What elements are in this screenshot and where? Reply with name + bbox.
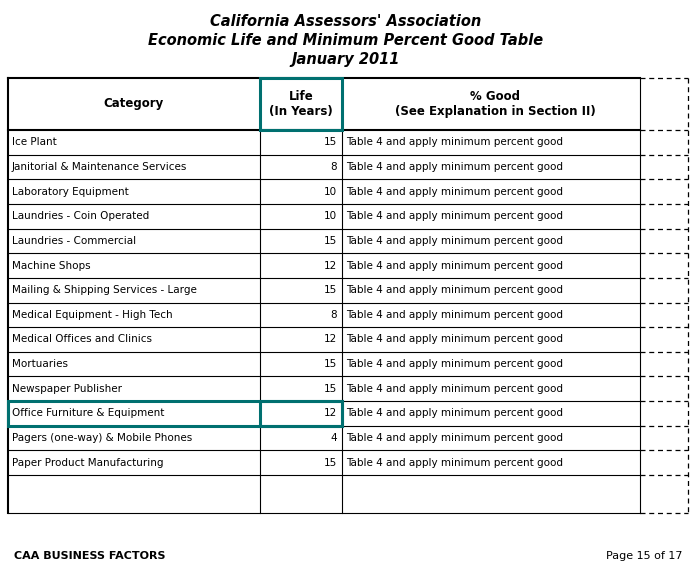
Text: Table 4 and apply minimum percent good: Table 4 and apply minimum percent good [346,384,563,394]
Text: Medical Equipment - High Tech: Medical Equipment - High Tech [12,310,172,320]
Text: 4: 4 [330,433,337,443]
Text: 15: 15 [324,458,337,467]
Text: 12: 12 [324,408,337,419]
Bar [260,78,342,130]
Text: Office Furniture & Equipment: Office Furniture & Equipment [12,408,165,419]
Text: Laundries - Coin Operated: Laundries - Coin Operated [12,211,149,222]
Text: Pagers (one-way) & Mobile Phones: Pagers (one-way) & Mobile Phones [12,433,192,443]
Text: Table 4 and apply minimum percent good: Table 4 and apply minimum percent good [346,137,563,147]
Text: Newspaper Publisher: Newspaper Publisher [12,384,122,394]
Text: 15: 15 [324,384,337,394]
Text: Economic Life and Minimum Percent Good Table: Economic Life and Minimum Percent Good T… [149,33,543,48]
Text: California Assessors' Association: California Assessors' Association [210,14,482,29]
Text: 15: 15 [324,359,337,369]
Bar [8,401,342,425]
Text: CAA BUSINESS FACTORS: CAA BUSINESS FACTORS [14,551,165,561]
Text: Table 4 and apply minimum percent good: Table 4 and apply minimum percent good [346,433,563,443]
Text: 15: 15 [324,285,337,295]
Text: Laundries - Commercial: Laundries - Commercial [12,236,136,246]
Text: Table 4 and apply minimum percent good: Table 4 and apply minimum percent good [346,335,563,344]
Text: 10: 10 [324,187,337,197]
Text: Medical Offices and Clinics: Medical Offices and Clinics [12,335,152,344]
Text: % Good
(See Explanation in Section II): % Good (See Explanation in Section II) [394,90,595,118]
Text: Ice Plant: Ice Plant [12,137,57,147]
Text: Paper Product Manufacturing: Paper Product Manufacturing [12,458,163,467]
Text: 12: 12 [324,335,337,344]
Text: Table 4 and apply minimum percent good: Table 4 and apply minimum percent good [346,211,563,222]
Text: Laboratory Equipment: Laboratory Equipment [12,187,129,197]
Text: 15: 15 [324,236,337,246]
Text: 15: 15 [324,137,337,147]
Text: Mortuaries: Mortuaries [12,359,68,369]
Text: Category: Category [104,98,164,111]
Bar [260,401,342,425]
Text: January 2011: January 2011 [292,52,400,67]
Text: 8: 8 [330,310,337,320]
Text: Table 4 and apply minimum percent good: Table 4 and apply minimum percent good [346,285,563,295]
Text: Life
(In Years): Life (In Years) [269,90,333,118]
Text: 8: 8 [330,162,337,172]
Text: Janitorial & Maintenance Services: Janitorial & Maintenance Services [12,162,188,172]
Text: 10: 10 [324,211,337,222]
Text: Table 4 and apply minimum percent good: Table 4 and apply minimum percent good [346,359,563,369]
Text: Machine Shops: Machine Shops [12,261,91,270]
Text: Table 4 and apply minimum percent good: Table 4 and apply minimum percent good [346,408,563,419]
Text: Table 4 and apply minimum percent good: Table 4 and apply minimum percent good [346,187,563,197]
Text: Table 4 and apply minimum percent good: Table 4 and apply minimum percent good [346,310,563,320]
Text: Page 15 of 17: Page 15 of 17 [606,551,682,561]
Text: Table 4 and apply minimum percent good: Table 4 and apply minimum percent good [346,236,563,246]
Text: Table 4 and apply minimum percent good: Table 4 and apply minimum percent good [346,261,563,270]
Text: Table 4 and apply minimum percent good: Table 4 and apply minimum percent good [346,162,563,172]
Text: Mailing & Shipping Services - Large: Mailing & Shipping Services - Large [12,285,197,295]
Text: 12: 12 [324,261,337,270]
Text: Table 4 and apply minimum percent good: Table 4 and apply minimum percent good [346,458,563,467]
